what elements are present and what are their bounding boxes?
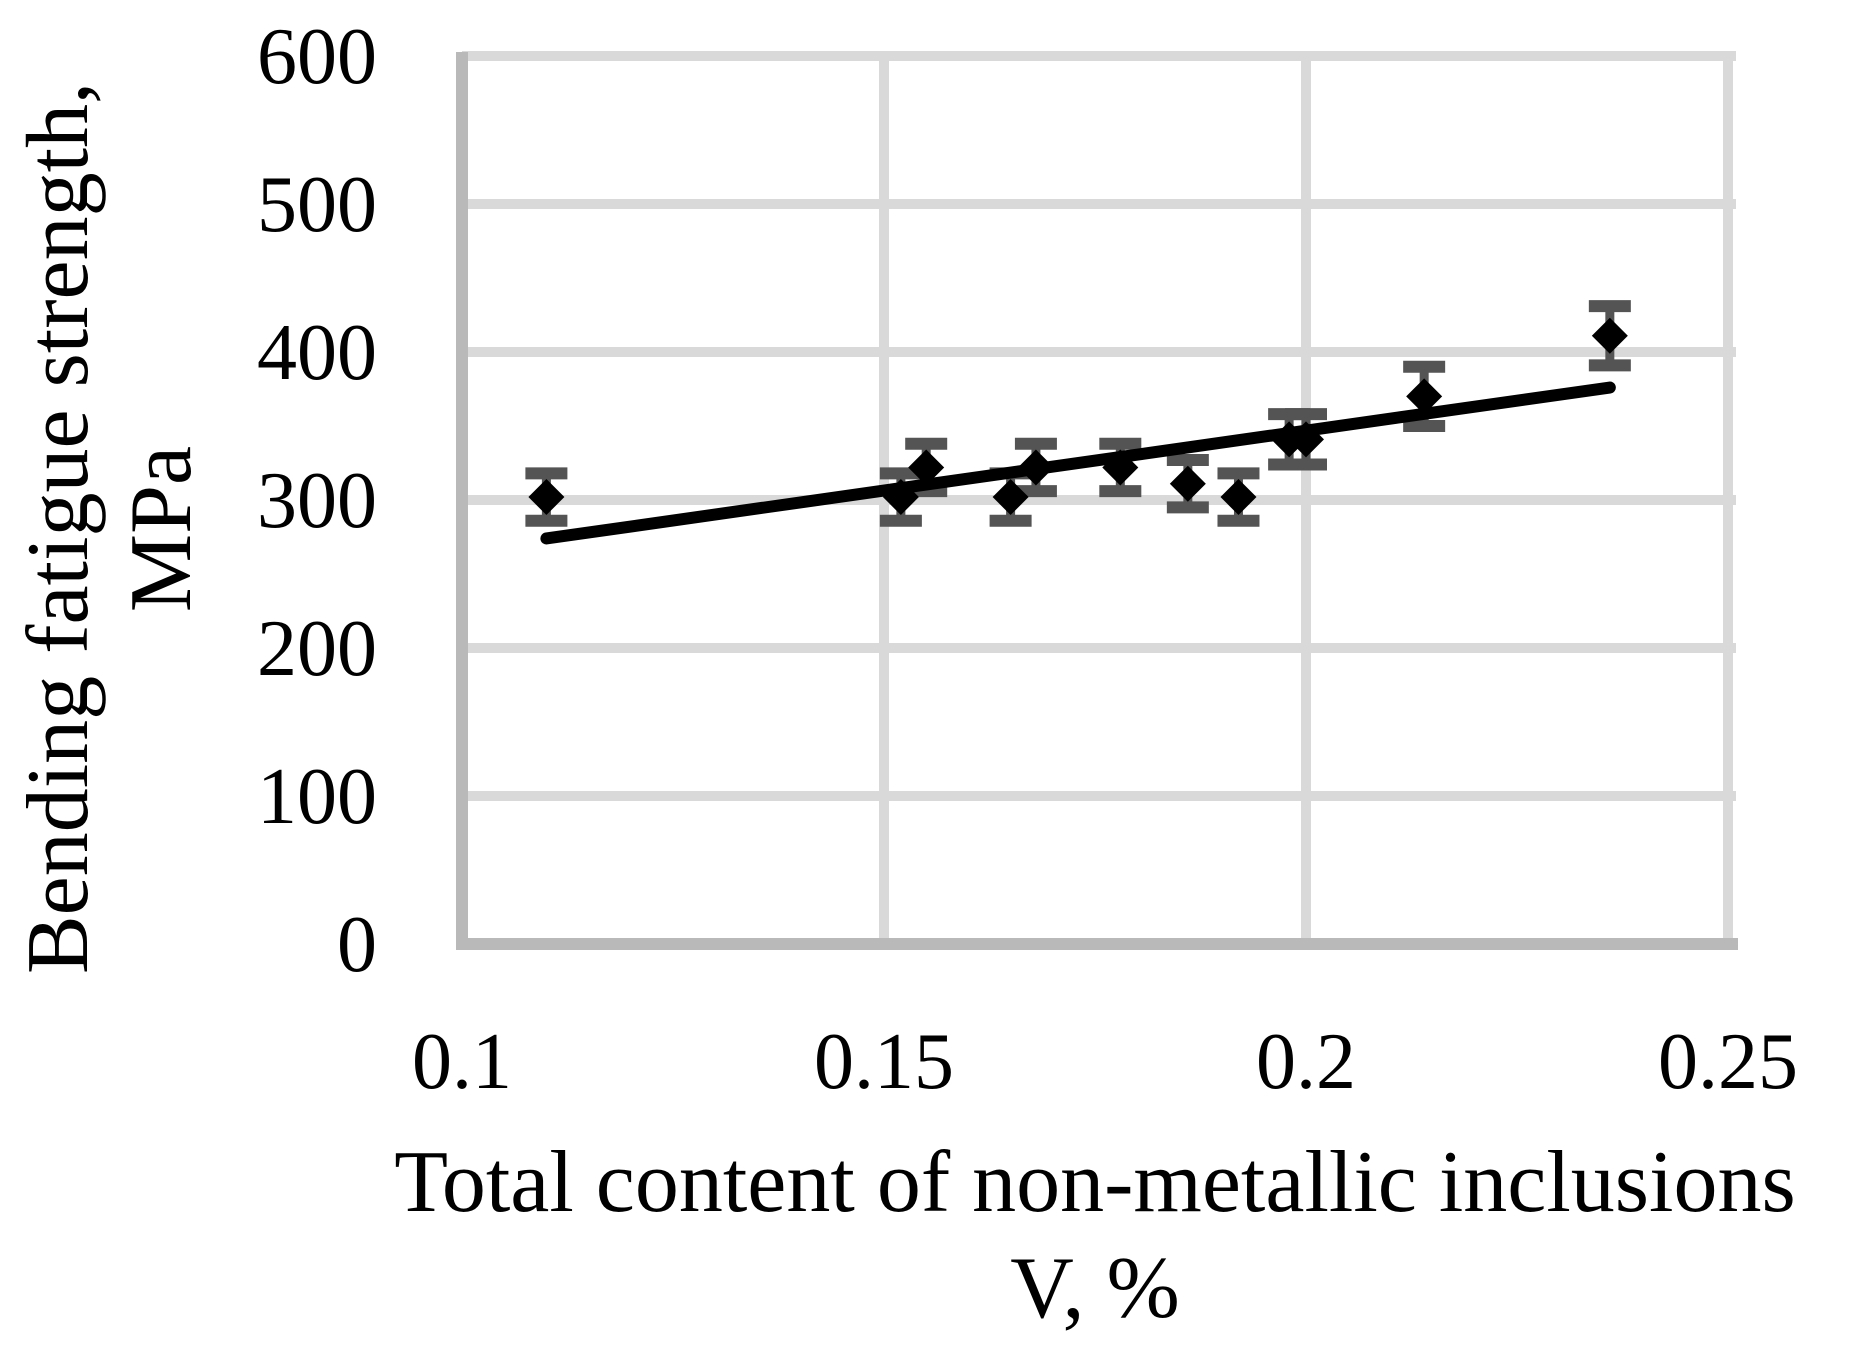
y-tick-label: 500	[257, 161, 377, 249]
y-tick-label: 100	[257, 753, 377, 841]
data-point-marker	[1591, 317, 1628, 354]
x-tick-label: 0.2	[1256, 1018, 1356, 1106]
data-point-marker	[1220, 479, 1257, 516]
trend-line	[540, 381, 1616, 545]
data-point-marker	[1288, 421, 1324, 458]
data-point-marker	[1169, 465, 1206, 502]
y-tick-label: 600	[257, 13, 377, 101]
y-axis-title-line2: MPa	[113, 446, 210, 612]
data-layer	[525, 300, 1631, 545]
y-tick-label: 200	[257, 605, 377, 693]
data-point-marker	[908, 449, 945, 486]
data-point-marker	[882, 479, 919, 516]
y-tick-label: 300	[257, 457, 377, 545]
grid-layer	[456, 51, 1738, 950]
x-tick-label: 0.1	[412, 1018, 512, 1106]
x-axis-title-line2: V, %	[1010, 1240, 1180, 1337]
x-tick-label: 0.15	[814, 1018, 954, 1106]
y-axis-title-line1: Bending fatigue strength,	[10, 82, 107, 974]
data-point-marker	[1406, 378, 1443, 415]
x-axis-title-line1: Total content of non-metallic inclusions	[394, 1134, 1796, 1231]
y-tick-label: 0	[337, 901, 377, 989]
data-point-marker	[992, 479, 1029, 516]
data-point-marker	[528, 479, 565, 516]
data-point-marker	[1017, 449, 1054, 486]
x-tick-label: 0.25	[1658, 1018, 1798, 1106]
tick-layer: 0 100 200 300 400 500 600 0.1 0.15 0.2 0.25	[257, 13, 1798, 1106]
data-point-marker	[1102, 449, 1139, 486]
y-tick-label: 400	[257, 309, 377, 397]
